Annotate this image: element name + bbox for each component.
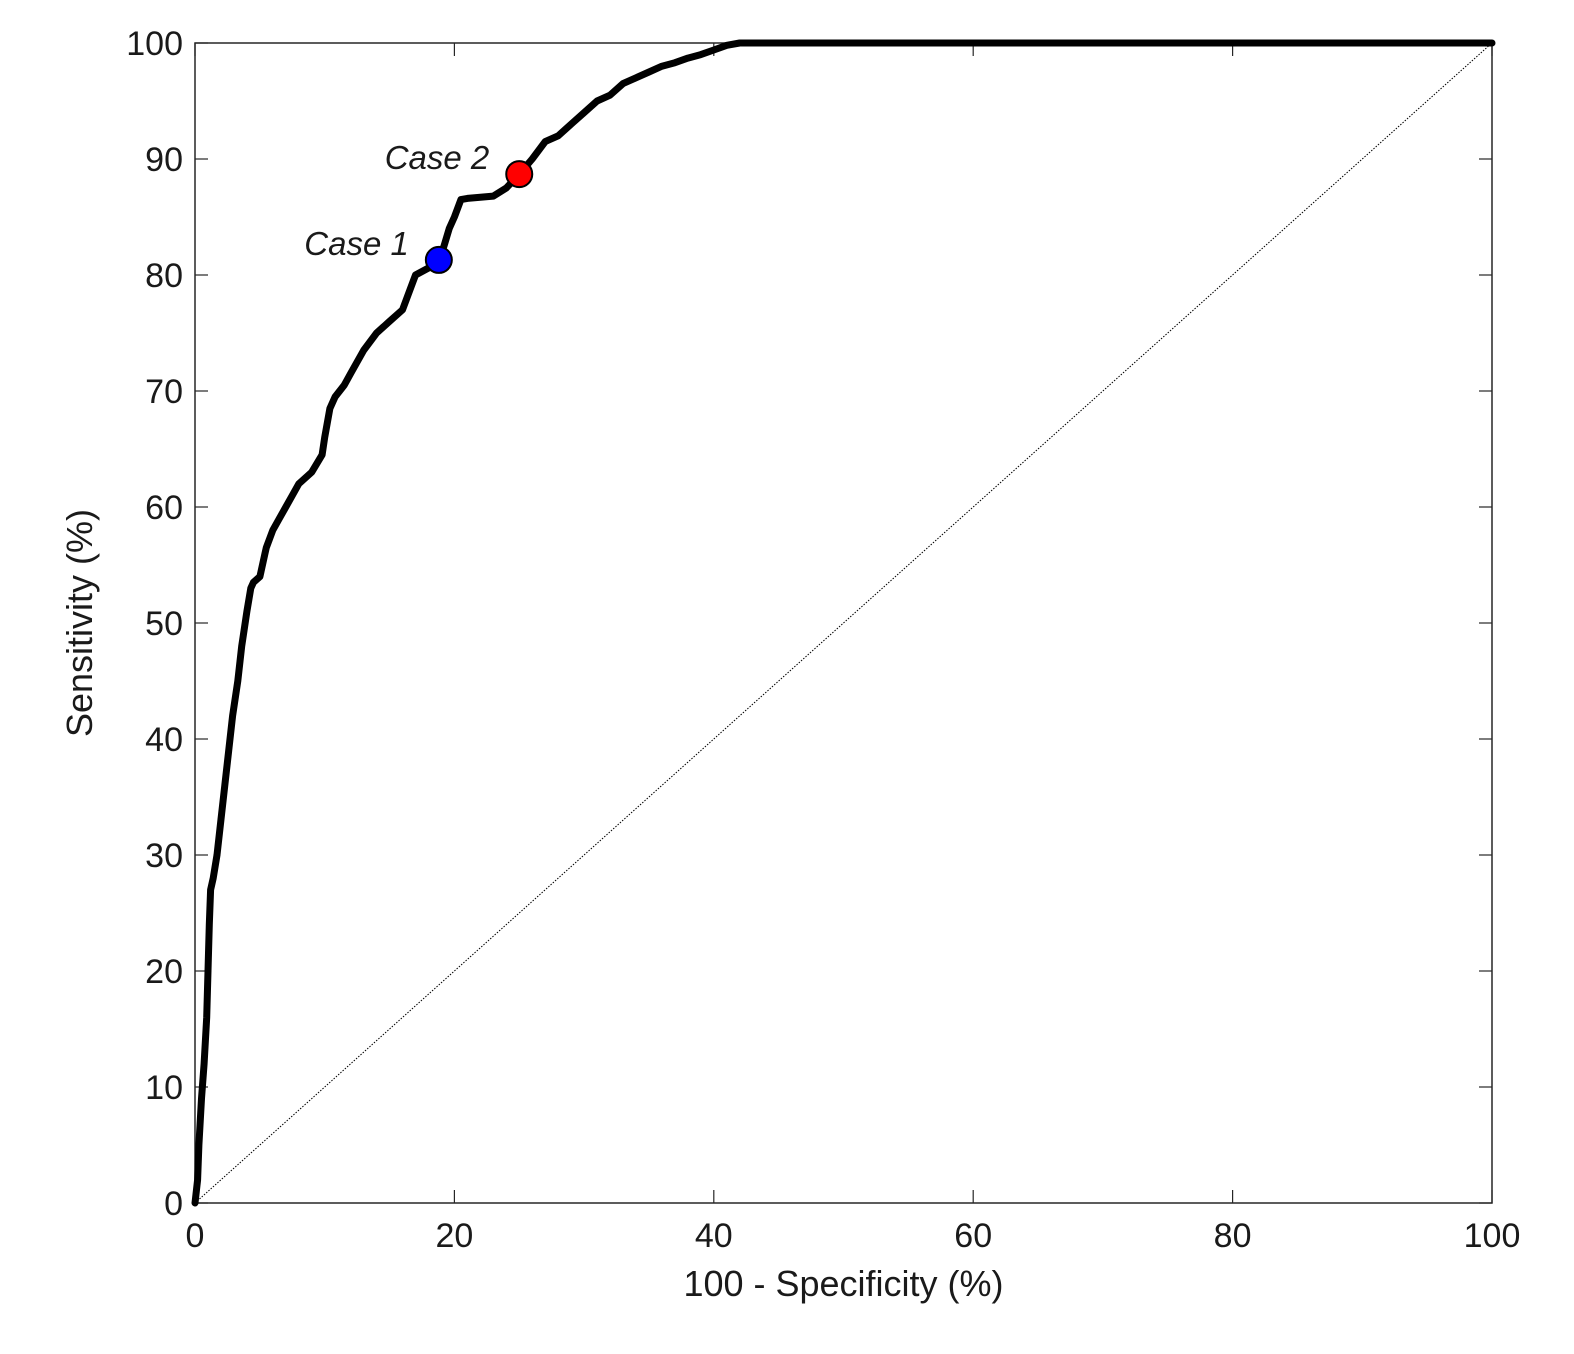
y-tick-label: 70 [145, 373, 183, 411]
y-tick-label: 10 [145, 1069, 183, 1107]
case-1-point [424, 245, 453, 274]
y-tick-label: 60 [145, 489, 183, 527]
x-tick-label: 80 [1214, 1217, 1252, 1255]
plot-area: 0 20 40 60 80 100 0 10 20 30 40 50 60 70 80 90 100 Case 1… [126, 25, 1520, 1255]
x-tick-label: 0 [186, 1217, 205, 1255]
chance-diagonal-line [194, 42, 1493, 1204]
case-2-point [505, 160, 534, 189]
x-axis-label: 100 - Specificity (%) [683, 1263, 1003, 1304]
x-tick-label: 60 [954, 1217, 992, 1255]
case-1-label: Case 1 [304, 225, 409, 262]
y-tick-label: 20 [145, 953, 183, 991]
x-tick-label: 20 [435, 1217, 473, 1255]
x-tick-label: 100 [1464, 1217, 1521, 1255]
y-tick-label: 50 [145, 605, 183, 643]
y-tick-label: 90 [145, 141, 183, 179]
roc-curve [191, 39, 1496, 1207]
x-tick-label: 40 [695, 1217, 733, 1255]
y-axis-label: Sensitivity (%) [59, 509, 100, 737]
y-tick-label: 80 [145, 257, 183, 295]
case-2-label: Case 2 [385, 139, 490, 176]
y-tick-label: 40 [145, 721, 183, 759]
y-tick-label: 100 [126, 25, 183, 63]
y-tick-label: 0 [164, 1185, 183, 1223]
y-tick-label: 30 [145, 837, 183, 875]
